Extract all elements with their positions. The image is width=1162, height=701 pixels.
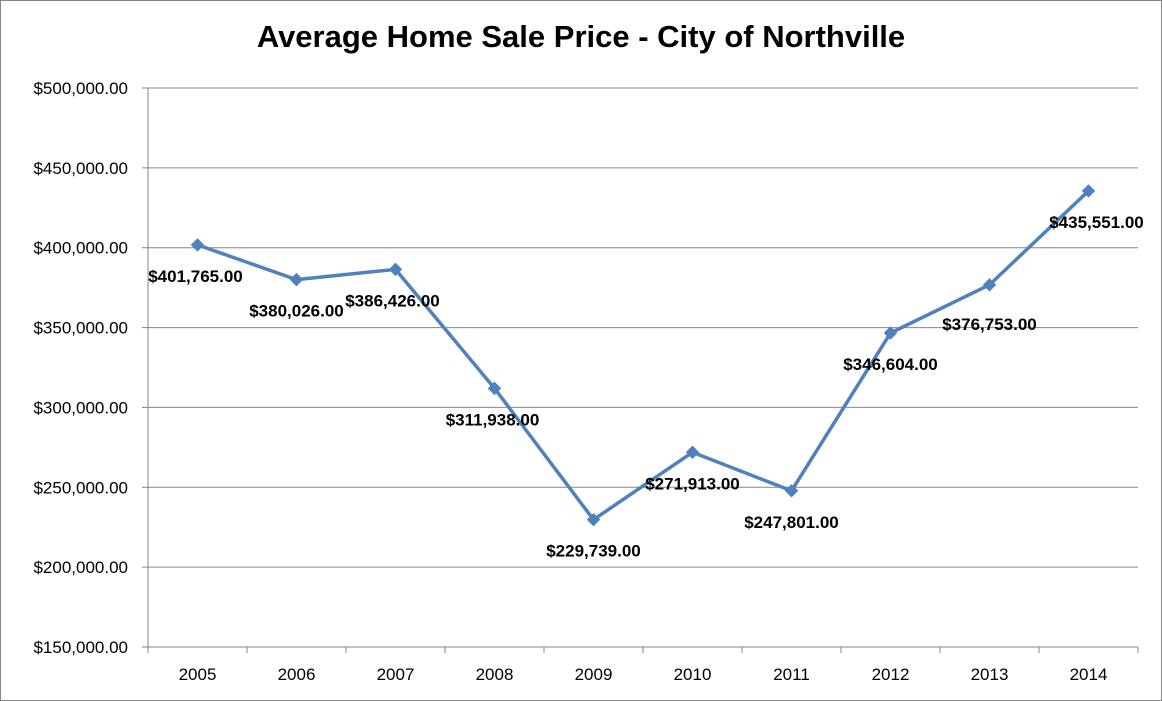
data-point-marker [388, 262, 403, 277]
data-label: $229,739.00 [546, 542, 641, 561]
y-tick-label: $300,000.00 [33, 398, 128, 417]
y-tick-label: $350,000.00 [33, 319, 128, 338]
data-label: $380,026.00 [249, 302, 344, 321]
series-line [195, 189, 1091, 522]
y-tick-label: $400,000.00 [33, 239, 128, 258]
x-tick-label: 2008 [476, 665, 514, 684]
x-tick-label: 2014 [1070, 665, 1108, 684]
data-label: $401,765.00 [148, 267, 243, 286]
x-tick-label: 2011 [773, 665, 810, 684]
y-tick-label: $150,000.00 [33, 638, 128, 657]
data-point-marker [289, 272, 304, 287]
x-tick-label: 2012 [872, 665, 910, 684]
data-point-marker [586, 512, 601, 527]
y-tick-label: $250,000.00 [33, 478, 128, 497]
data-label: $247,801.00 [744, 513, 839, 532]
x-tick-label: 2013 [971, 665, 1009, 684]
x-tick-label: 2006 [278, 665, 316, 684]
x-tick-label: 2007 [377, 665, 415, 684]
data-point-marker [784, 484, 799, 498]
data-point-marker [1081, 184, 1096, 198]
data-label: $346,604.00 [843, 355, 938, 374]
data-label: $386,426.00 [345, 291, 440, 310]
data-point-marker [487, 381, 502, 396]
x-tick-label: 2009 [575, 665, 613, 684]
data-point-marker [190, 238, 205, 252]
data-point-marker [883, 326, 898, 340]
y-tick-label: $450,000.00 [33, 159, 128, 178]
data-label: $271,913.00 [645, 474, 740, 493]
chart-title: Average Home Sale Price - City of Northv… [256, 19, 906, 54]
data-label: $435,551.00 [1049, 213, 1144, 232]
data-label: $311,938.00 [446, 410, 540, 429]
data-point-marker [685, 445, 700, 459]
x-tick-label: 2010 [674, 665, 712, 684]
y-tick-label: $500,000.00 [33, 79, 128, 98]
data-point-marker [982, 278, 997, 292]
x-tick-label: 2005 [179, 665, 217, 684]
y-tick-label: $200,000.00 [33, 558, 128, 577]
data-label: $376,753.00 [942, 315, 1037, 334]
